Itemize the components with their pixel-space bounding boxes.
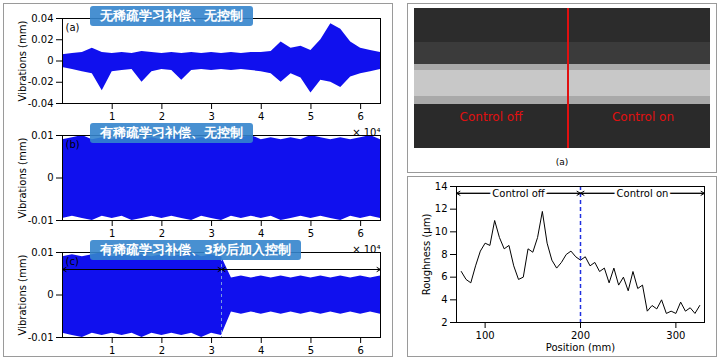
svg-text:5: 5 xyxy=(308,345,314,356)
svg-text:-0.01: -0.01 xyxy=(28,332,54,343)
svg-text:0.01: 0.01 xyxy=(31,130,53,141)
svg-text:6: 6 xyxy=(357,345,363,356)
svg-text:2: 2 xyxy=(159,345,165,356)
svg-text:Vibrations (mm): Vibrations (mm) xyxy=(17,138,28,219)
svg-text:-0.01: -0.01 xyxy=(28,215,54,226)
svg-text:1: 1 xyxy=(109,228,115,239)
svg-text:300: 300 xyxy=(666,330,685,341)
svg-text:Control on: Control on xyxy=(612,110,674,124)
svg-text:8: 8 xyxy=(441,249,447,260)
svg-text:1: 1 xyxy=(109,345,115,356)
svg-text:200: 200 xyxy=(571,330,590,341)
svg-text:0: 0 xyxy=(47,172,53,183)
svg-text:× 10⁴: × 10⁴ xyxy=(352,127,380,138)
svg-text:10: 10 xyxy=(435,226,448,237)
svg-text:14: 14 xyxy=(435,181,448,192)
svg-text:Position (mm): Position (mm) xyxy=(546,342,615,353)
svg-text:4: 4 xyxy=(441,294,447,305)
svg-text:3: 3 xyxy=(208,345,214,356)
svg-text:6: 6 xyxy=(357,228,363,239)
svg-text:0.04: 0.04 xyxy=(31,13,53,24)
html-text:无稀疏学习补偿、无控制: 无稀疏学习补偿、无控制 xyxy=(100,8,243,23)
svg-text:× 10⁴: × 10⁴ xyxy=(352,244,380,255)
svg-text:5: 5 xyxy=(308,111,314,122)
svg-text:2: 2 xyxy=(159,111,165,122)
svg-text:Control off: Control off xyxy=(460,110,524,124)
svg-text:Vibrations (mm): Vibrations (mm) xyxy=(17,255,28,336)
html-text:有稀疏学习补偿、3秒后加入控制: 有稀疏学习补偿、3秒后加入控制 xyxy=(100,242,291,257)
svg-text:5: 5 xyxy=(308,228,314,239)
svg-text:Control on: Control on xyxy=(617,188,669,199)
svg-text:Control off: Control off xyxy=(492,188,545,199)
svg-text:12: 12 xyxy=(435,203,448,214)
svg-text:6: 6 xyxy=(441,271,447,282)
svg-text:4: 4 xyxy=(258,228,264,239)
svg-text:3: 3 xyxy=(208,111,214,122)
svg-text:(b): (b) xyxy=(66,139,80,150)
svg-text:3: 3 xyxy=(208,228,214,239)
svg-text:2: 2 xyxy=(441,317,447,328)
svg-text:(c): (c) xyxy=(66,256,79,267)
svg-text:0: 0 xyxy=(47,55,53,66)
svg-text:(a): (a) xyxy=(66,22,80,33)
svg-text:(a): (a) xyxy=(556,157,569,167)
svg-text:0.02: 0.02 xyxy=(31,34,53,45)
svg-text:2: 2 xyxy=(159,228,165,239)
svg-text:Vibrations (mm): Vibrations (mm) xyxy=(17,21,28,102)
html-text:有稀疏学习补偿、无控制: 有稀疏学习补偿、无控制 xyxy=(100,125,243,140)
svg-text:0.01: 0.01 xyxy=(31,247,53,258)
svg-text:-0.04: -0.04 xyxy=(28,98,54,109)
svg-text:6: 6 xyxy=(357,111,363,122)
svg-text:4: 4 xyxy=(258,111,264,122)
svg-text:0: 0 xyxy=(47,289,53,300)
svg-text:100: 100 xyxy=(476,330,495,341)
svg-text:1: 1 xyxy=(109,111,115,122)
svg-text:4: 4 xyxy=(258,345,264,356)
svg-text:Roughness (μm): Roughness (μm) xyxy=(421,214,432,296)
svg-text:-0.02: -0.02 xyxy=(28,76,54,87)
